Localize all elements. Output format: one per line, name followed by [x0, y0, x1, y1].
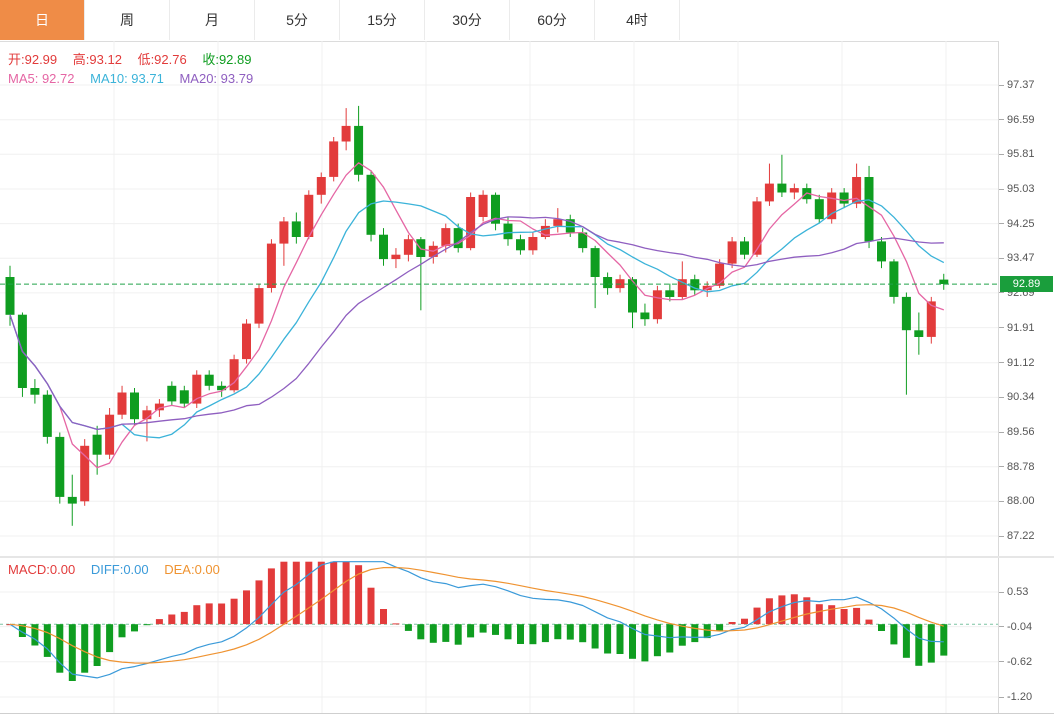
low-value: 低:92.76 [137, 52, 187, 67]
price-axis-label: 91.91 [999, 321, 1054, 335]
price-axis-label: 97.37 [999, 78, 1054, 92]
price-axis-label: 89.56 [999, 425, 1054, 439]
macd-panel: MACD:0.00 DIFF:0.00 DEA:0.00 [0, 558, 998, 713]
ma-legend: MA5: 92.72 MA10: 93.71 MA20: 93.79 [8, 71, 265, 86]
tab-5min[interactable]: 5分 [255, 0, 340, 40]
tab-60min[interactable]: 60分 [510, 0, 595, 40]
diff-value: DIFF:0.00 [90, 562, 149, 577]
tab-15min[interactable]: 15分 [340, 0, 425, 40]
ma20-value: MA20: 93.79 [179, 71, 254, 86]
ma5-value: MA5: 92.72 [8, 71, 75, 86]
price-axis-label: 95.81 [999, 147, 1054, 161]
macd-axis: 0.53 -0.04 -0.62 -1.20 [998, 558, 1054, 713]
tab-day[interactable]: 日 [0, 0, 85, 40]
macd-chart[interactable] [0, 558, 998, 713]
macd-axis-label: -1.20 [999, 690, 1054, 704]
price-axis-label: 96.59 [999, 113, 1054, 127]
macd-value: MACD:0.00 [8, 562, 76, 577]
panel-divider [0, 556, 1054, 558]
tab-30min[interactable]: 30分 [425, 0, 510, 40]
price-axis-label: 95.03 [999, 182, 1054, 196]
price-axis: 97.37 96.59 95.81 95.03 94.25 93.47 92.69 91.91… [998, 41, 1054, 556]
close-value: 收:92.89 [202, 52, 252, 67]
tab-4hour[interactable]: 4时 [595, 0, 680, 40]
high-value: 高:93.12 [72, 52, 122, 67]
price-chart-panel: 开:92.99 高:93.12 低:92.76 收:92.89 MA5: 92.… [0, 41, 998, 556]
price-axis-label: 88.78 [999, 460, 1054, 474]
price-axis-label: 87.22 [999, 529, 1054, 543]
ma10-value: MA10: 93.71 [90, 71, 164, 86]
macd-axis-label: -0.04 [999, 620, 1054, 634]
tab-month[interactable]: 月 [170, 0, 255, 40]
current-price-badge: 92.89 [1000, 276, 1053, 293]
ohlc-legend: 开:92.99 高:93.12 低:92.76 收:92.89 [8, 49, 264, 68]
price-axis-label: 90.34 [999, 390, 1054, 404]
bottom-strip [0, 713, 1054, 722]
price-axis-label: 91.12 [999, 356, 1054, 370]
tab-week[interactable]: 周 [85, 0, 170, 40]
price-axis-label: 88.00 [999, 494, 1054, 508]
macd-axis-label: -0.62 [999, 655, 1054, 669]
price-chart[interactable] [0, 41, 998, 556]
open-value: 开:92.99 [8, 52, 58, 67]
macd-legend: MACD:0.00 DIFF:0.00 DEA:0.00 [8, 562, 232, 577]
price-axis-label: 94.25 [999, 217, 1054, 231]
macd-axis-label: 0.53 [999, 585, 1054, 599]
price-axis-label: 93.47 [999, 251, 1054, 265]
timeframe-tabbar: 日周月 5分 15分 30分 60分 4时 [0, 0, 1054, 42]
dea-value: DEA:0.00 [164, 562, 220, 577]
